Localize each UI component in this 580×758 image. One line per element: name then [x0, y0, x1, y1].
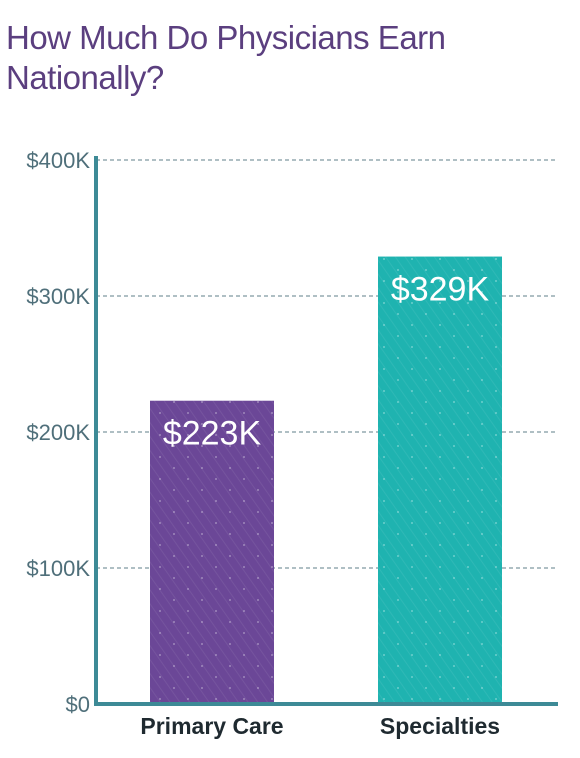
axes — [94, 156, 558, 706]
x-category-label: Primary Care — [140, 713, 283, 739]
bar-value-label: $223K — [163, 415, 262, 453]
labels: $0 $100K $200K $300K $400K $223K Primary Care $… — [26, 148, 500, 739]
x-category-label: Specialties — [380, 713, 500, 739]
y-tick-label: $400K — [26, 148, 90, 173]
y-tick-label: $200K — [26, 420, 90, 445]
y-tick-label: $300K — [26, 284, 90, 309]
bars — [150, 256, 502, 704]
y-tick-label: $100K — [26, 556, 90, 581]
y-tick-label: $0 — [66, 692, 90, 717]
chart-title: How Much Do Physicians Earn Nationally? — [6, 19, 446, 96]
bar-value-label: $329K — [391, 271, 490, 309]
